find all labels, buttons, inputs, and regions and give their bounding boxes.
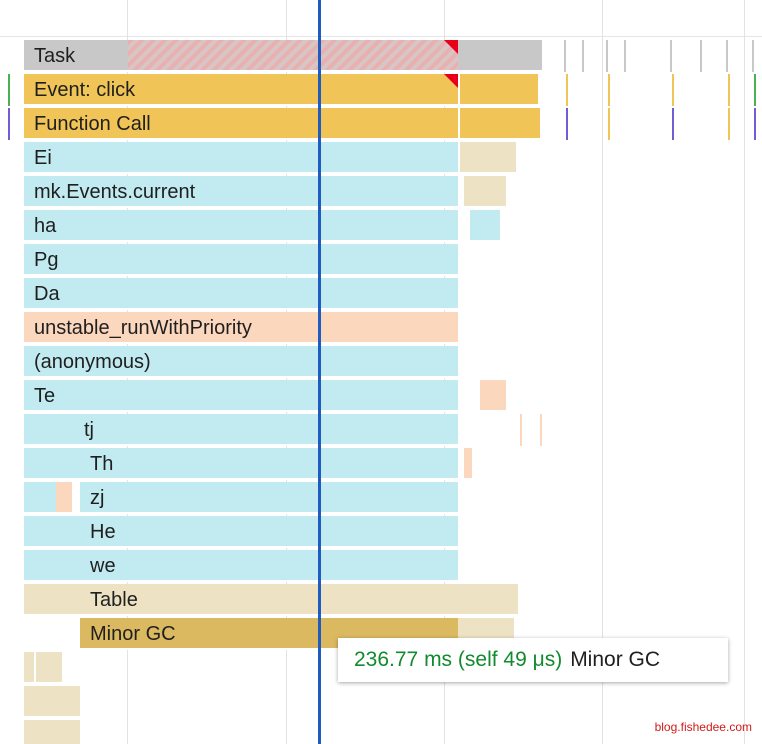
- flame-bar-small[interactable]: [36, 652, 62, 684]
- flame-bar-label: Ei: [34, 147, 52, 169]
- flame-bar-small[interactable]: [24, 720, 80, 744]
- flame-bar-sliver: [726, 40, 728, 72]
- flame-bar-label: we: [90, 555, 116, 577]
- flame-bar-sliver: [520, 414, 522, 446]
- timeline-ruler: [0, 0, 762, 37]
- flame-bar-fragment[interactable]: [464, 176, 506, 208]
- flame-bar-label: Task: [34, 45, 76, 67]
- flame-bar-function-call[interactable]: Function Call: [24, 108, 458, 140]
- flame-bar-sliver: [754, 74, 756, 106]
- flame-bar-sliver: [566, 108, 568, 140]
- flame-bar-sliver: [672, 108, 674, 140]
- grid-line: [602, 0, 603, 744]
- flame-bar-sliver: [8, 108, 10, 140]
- flame-bar-te[interactable]: Te: [24, 380, 458, 412]
- flame-bar-label: Event: click: [34, 79, 136, 101]
- flame-bar-sliver: [624, 40, 626, 72]
- flame-bar-label: zj: [90, 487, 105, 509]
- flame-tooltip: 236.77 ms (self 49 μs) Minor GC: [338, 638, 728, 682]
- grid-line: [744, 0, 745, 744]
- flame-bar-fragment[interactable]: [464, 448, 472, 480]
- flame-bar-zj[interactable]: zj: [80, 482, 458, 514]
- flame-bar-anonymous[interactable]: (anonymous): [24, 346, 458, 378]
- flame-bar-sliver: [752, 40, 754, 72]
- flame-bar-label: Minor GC: [90, 623, 176, 645]
- flame-bar-fragment[interactable]: [470, 210, 500, 242]
- flame-bar-label: Function Call: [34, 113, 151, 135]
- flame-bar-mk-events-current[interactable]: mk.Events.current: [24, 176, 458, 208]
- flame-bar-sliver: [670, 40, 672, 72]
- flame-bar-small[interactable]: [24, 686, 80, 718]
- flame-bar-th[interactable]: Th: [80, 448, 458, 480]
- flame-bar-label: unstable_runWithPriority: [34, 317, 252, 339]
- flame-bar-label: ha: [34, 215, 57, 237]
- tooltip-duration: 236.77 ms (self 49 μs): [354, 648, 563, 671]
- flame-bar-small[interactable]: [24, 516, 80, 548]
- long-task-stripes: [128, 40, 458, 70]
- flame-bar-fragment[interactable]: [480, 380, 506, 412]
- flame-bar-sliver: [540, 414, 542, 446]
- flame-bar-label: Th: [90, 453, 114, 475]
- flame-bar-sliver: [608, 108, 610, 140]
- flame-bar-small[interactable]: [24, 482, 56, 514]
- flame-bar-ha[interactable]: ha: [24, 210, 458, 242]
- flame-bar-label: Da: [34, 283, 60, 305]
- flame-bar-sliver: [582, 40, 584, 72]
- long-task-warning-icon: [444, 74, 458, 88]
- tooltip-event-name: Minor GC: [570, 648, 661, 671]
- flame-bar-event-click[interactable]: Event: click: [24, 74, 458, 106]
- flame-bar-label: (anonymous): [34, 351, 151, 373]
- flame-bar-da[interactable]: Da: [24, 278, 458, 310]
- flame-bar-task[interactable]: [458, 40, 542, 72]
- flame-bar-label: tj: [84, 419, 94, 441]
- flame-bar-label: He: [90, 521, 116, 543]
- flame-bar-label: Table: [90, 589, 138, 611]
- flame-bar-small[interactable]: [24, 652, 34, 684]
- flame-bar-small[interactable]: [24, 550, 80, 582]
- timeline-cursor[interactable]: [318, 0, 321, 744]
- flame-bar-fragment[interactable]: [460, 142, 516, 174]
- flame-bar-event-fragment[interactable]: [460, 74, 538, 106]
- flame-bar-sliver: [566, 74, 568, 106]
- flame-chart[interactable]: Task Event: click Function Call Ei mk.Ev…: [0, 40, 762, 744]
- flame-bar-small[interactable]: [24, 448, 80, 480]
- flame-bar-label: Pg: [34, 249, 59, 271]
- flame-bar-task[interactable]: Task: [24, 40, 458, 72]
- watermark: blog.fishedee.com: [654, 720, 752, 734]
- flame-bar-sliver: [700, 40, 702, 72]
- flame-bar-sliver: [8, 74, 10, 106]
- flame-bar-small[interactable]: [56, 482, 72, 514]
- flame-bar-unstable-runwithpriority[interactable]: unstable_runWithPriority: [24, 312, 458, 344]
- flame-bar-sliver: [608, 74, 610, 106]
- flame-bar-sliver: [728, 74, 730, 106]
- flame-bar-sliver: [728, 108, 730, 140]
- flame-bar-tj[interactable]: tj: [74, 414, 458, 446]
- flame-bar-fragment[interactable]: [458, 584, 518, 616]
- flame-bar-sliver: [606, 40, 608, 72]
- flame-bar-ei[interactable]: Ei: [24, 142, 458, 174]
- flame-bar-table[interactable]: Table: [80, 584, 458, 616]
- flame-bar-pg[interactable]: Pg: [24, 244, 458, 276]
- flame-bar-small[interactable]: [24, 584, 80, 616]
- flame-bar-sliver: [564, 40, 566, 72]
- flame-bar-function-fragment[interactable]: [460, 108, 540, 140]
- flame-bar-small[interactable]: [24, 414, 74, 446]
- flame-bar-label: Te: [34, 385, 56, 407]
- flame-bar-label: mk.Events.current: [34, 181, 196, 203]
- flame-bar-we[interactable]: we: [80, 550, 458, 582]
- long-task-warning-icon: [444, 40, 458, 54]
- flame-bar-he[interactable]: He: [80, 516, 458, 548]
- flame-bar-sliver: [672, 74, 674, 106]
- flame-bar-sliver: [754, 108, 756, 140]
